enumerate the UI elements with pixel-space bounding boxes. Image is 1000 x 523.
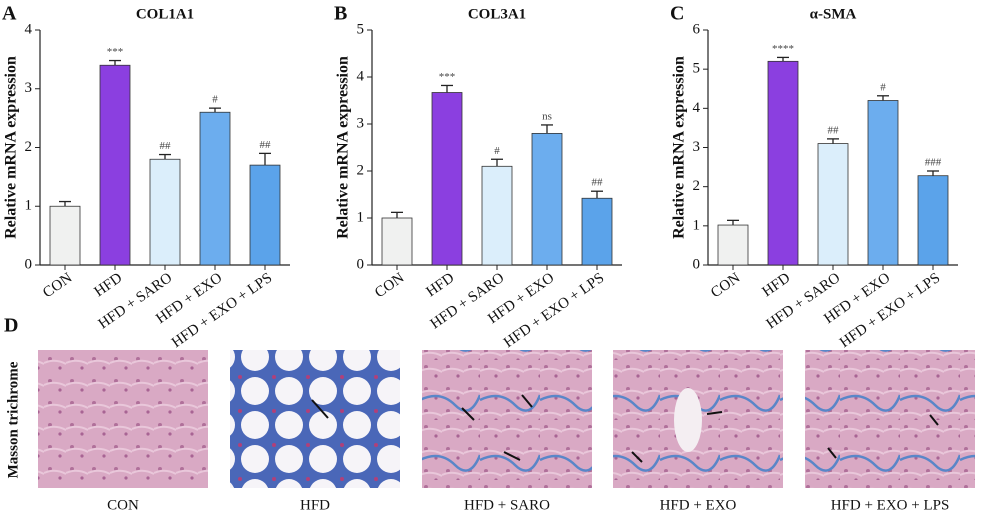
y-tick-label: 3: [693, 139, 701, 155]
significance-label: ##: [592, 177, 604, 189]
y-tick-label: 5: [357, 21, 365, 37]
bar: [481, 165, 513, 266]
x-tick-label: HFD: [760, 270, 794, 300]
significance-label: ***: [439, 71, 456, 83]
significance-label: #: [494, 145, 500, 157]
image-caption: HFD + EXO + LPS: [831, 497, 950, 513]
x-tick-label: CON: [40, 270, 75, 301]
y-tick-label: 1: [357, 209, 365, 225]
micrograph: [422, 350, 592, 488]
x-tick-label: CON: [372, 270, 407, 301]
y-tick-label: 4: [693, 100, 701, 116]
bar: [199, 111, 231, 266]
y-tick-label: 3: [357, 115, 365, 131]
bar: [49, 205, 81, 266]
bar: [249, 164, 281, 266]
x-tick-label: CON: [708, 270, 743, 301]
chart-title: COL1A1: [136, 6, 194, 22]
image-caption: CON: [107, 497, 139, 513]
significance-label: ##: [828, 124, 840, 136]
significance-label: ##: [160, 140, 172, 152]
arrows: [311, 394, 939, 463]
y-tick-label: 2: [25, 139, 33, 155]
bar: [381, 217, 413, 266]
y-tick-label: 5: [693, 61, 701, 77]
y-tick-label: 2: [693, 178, 701, 194]
image-caption: HFD + SARO: [464, 497, 550, 513]
y-tick-label: 0: [693, 256, 701, 272]
bar: [149, 158, 181, 266]
bar: [917, 175, 949, 266]
significance-label: #: [212, 94, 218, 106]
y-axis-label: Relative mRNA expression: [671, 56, 688, 239]
y-axis-label: Relative mRNA expression: [3, 56, 20, 239]
bar: [531, 132, 563, 266]
significance-label: ###: [925, 157, 942, 169]
y-tick-label: 4: [357, 68, 365, 84]
bar: [867, 100, 899, 266]
y-tick-label: 0: [357, 256, 365, 272]
y-tick-label: 2: [357, 162, 365, 178]
significance-label: #: [880, 81, 886, 93]
significance-label: ***: [107, 46, 124, 58]
y-tick-label: 1: [693, 217, 701, 233]
bar: [431, 92, 463, 266]
y-tick-label: 3: [25, 80, 33, 96]
histology-images: [38, 350, 975, 488]
chart-title: α-SMA: [810, 6, 857, 22]
bar: [817, 143, 849, 266]
bar: [99, 64, 131, 266]
stain-label: Masson trichrome: [5, 361, 21, 478]
vessel: [674, 388, 702, 452]
y-tick-label: 4: [25, 21, 33, 37]
bar: [581, 197, 613, 266]
image-caption: HFD: [300, 497, 330, 513]
bar: [767, 60, 799, 266]
panel-label: C: [670, 3, 684, 25]
significance-label: ****: [772, 43, 794, 55]
micrograph: [38, 350, 208, 488]
micrograph: [805, 350, 975, 488]
bar: [717, 224, 749, 266]
panel-label: B: [334, 3, 347, 25]
y-tick-label: 6: [693, 21, 701, 37]
significance-label: ##: [260, 139, 272, 151]
y-axis-label: Relative mRNA expression: [335, 56, 352, 239]
panel-label: D: [4, 315, 18, 337]
significance-label: ns: [542, 110, 552, 122]
chart-title: COL3A1: [468, 6, 526, 22]
y-tick-label: 0: [25, 256, 33, 272]
micrograph: [230, 350, 400, 488]
y-tick-label: 1: [25, 198, 33, 214]
x-tick-label: HFD: [92, 270, 126, 300]
panel-label: A: [2, 3, 17, 25]
image-caption: HFD + EXO: [660, 497, 737, 513]
x-tick-label: HFD: [424, 270, 458, 300]
